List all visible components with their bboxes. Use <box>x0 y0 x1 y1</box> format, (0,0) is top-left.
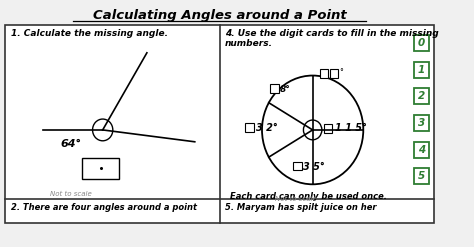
Text: 1 1 5°: 1 1 5° <box>335 123 366 133</box>
Text: 8°: 8° <box>280 85 290 94</box>
Bar <box>414 35 428 51</box>
Text: Not to scale: Not to scale <box>50 191 91 197</box>
Bar <box>293 162 301 170</box>
Text: Calculating Angles around a Point: Calculating Angles around a Point <box>93 9 346 22</box>
Bar <box>246 123 254 132</box>
Text: 2: 2 <box>418 91 425 101</box>
Bar <box>414 115 428 131</box>
Text: 5. Maryam has spilt juice on her: 5. Maryam has spilt juice on her <box>225 203 377 212</box>
Bar <box>414 168 428 184</box>
Text: 3 2°: 3 2° <box>255 123 277 133</box>
Bar <box>270 84 279 93</box>
Text: 2. There are four angles around a point: 2. There are four angles around a point <box>10 203 197 212</box>
Text: 4. Use the digit cards to fill in the missing
numbers.: 4. Use the digit cards to fill in the mi… <box>225 29 439 48</box>
Bar <box>5 25 434 223</box>
Text: 0: 0 <box>418 38 425 48</box>
Text: 5: 5 <box>418 171 425 181</box>
Bar <box>414 62 428 78</box>
Bar <box>330 69 338 78</box>
Bar <box>320 69 328 78</box>
Text: 1. Calculate the missing angle.: 1. Calculate the missing angle. <box>10 29 168 38</box>
Text: Not to scale: Not to scale <box>275 196 317 202</box>
Text: 3: 3 <box>418 118 425 128</box>
Text: 1: 1 <box>418 65 425 75</box>
Bar <box>414 142 428 158</box>
Text: 64°: 64° <box>61 139 82 149</box>
Bar <box>414 88 428 104</box>
Text: Each card can only be used once.: Each card can only be used once. <box>230 192 387 201</box>
Text: °: ° <box>339 68 343 77</box>
Bar <box>324 124 332 133</box>
Text: 4: 4 <box>418 145 425 155</box>
Bar <box>82 158 119 179</box>
Text: 3 5°: 3 5° <box>303 162 325 171</box>
